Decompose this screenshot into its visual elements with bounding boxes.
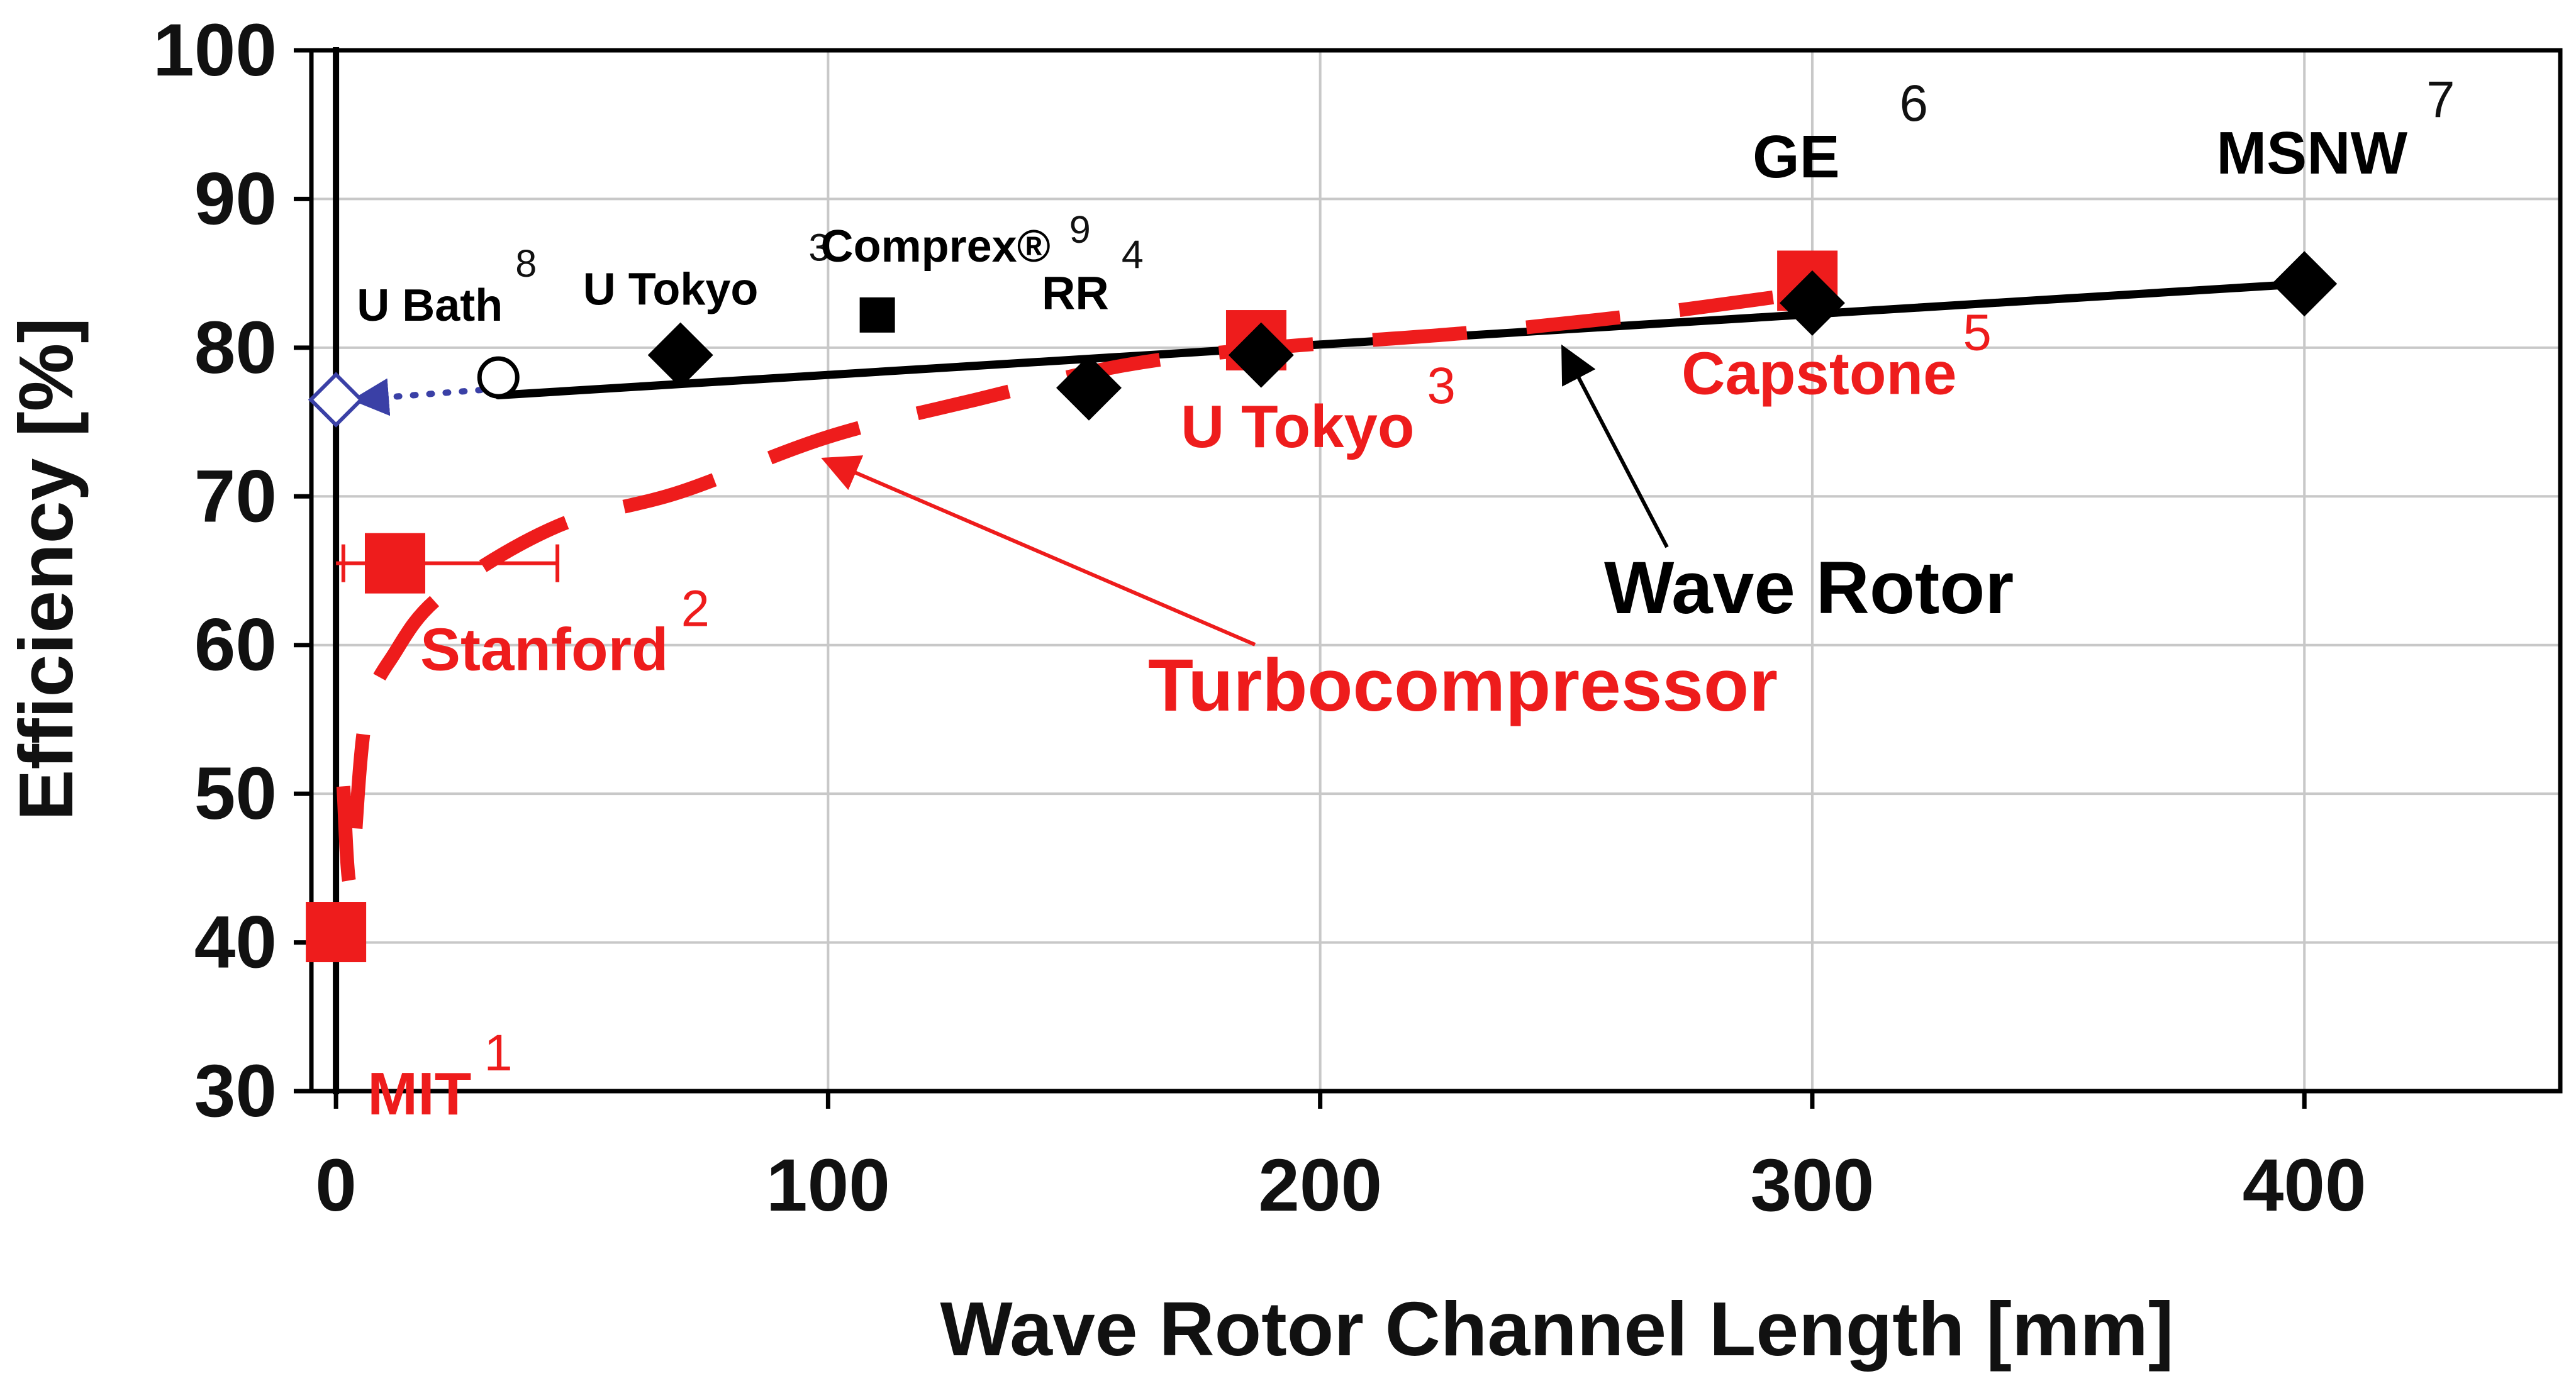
wave-rotor-point (1228, 322, 1294, 388)
x-axis-title: Wave Rotor Channel Length [mm] (940, 1286, 2173, 1372)
wave-rotor-callout: Wave Rotor (1604, 547, 2014, 630)
wave-rotor-point (1779, 270, 1845, 336)
gridlines (311, 49, 2560, 1091)
point-ref-number: 2 (681, 580, 710, 638)
x-tick-label: 300 (1750, 1144, 1874, 1227)
turbocompressor-callout: Turbocompressor (1148, 644, 1778, 727)
point-label: U Tokyo (583, 265, 759, 315)
point-label: U Tokyo (1181, 393, 1415, 460)
u-bath-extrapolation-arrow (351, 378, 484, 416)
point-label: Comprex® (821, 221, 1051, 272)
wave-rotor-point (647, 322, 713, 388)
point-ref-number: 5 (1963, 304, 1992, 361)
comprex-point (859, 297, 895, 333)
y-tick-label: 50 (194, 752, 277, 835)
x-tick-label: 400 (2243, 1144, 2367, 1227)
u-bath-point (477, 356, 520, 399)
point-label: MIT (367, 1060, 471, 1128)
x-tick-label: 200 (1258, 1144, 1382, 1227)
turbocompressor-trend-line (336, 286, 1809, 891)
y-tick-label: 70 (194, 455, 277, 538)
point-ref-number: 1 (484, 1024, 512, 1082)
u-bath-extrapolated-point (308, 372, 364, 428)
point-ref-number: 6 (1900, 75, 1928, 132)
y-tick-label: 80 (194, 306, 277, 389)
y-tick-label: 90 (194, 157, 277, 240)
y-tick-label: 40 (194, 901, 277, 984)
point-ref-number: 8 (515, 242, 537, 285)
turbocompressor-point (306, 902, 367, 963)
point-ref-number: 3 (808, 226, 830, 269)
point-label: GE (1753, 123, 1840, 191)
y-tick-label: 100 (153, 9, 277, 92)
point-ref-number: 4 (1122, 233, 1144, 277)
point-label: MSNW (2216, 119, 2407, 187)
turbocompressor-point (364, 533, 425, 594)
y-axis-title: Efficiency [%] (3, 318, 89, 821)
point-label: Stanford (420, 616, 669, 684)
point-ref-number: 7 (2426, 71, 2455, 128)
y-tick-label: 30 (194, 1050, 277, 1133)
x-tick-label: 100 (766, 1144, 890, 1227)
y-tick-label: 60 (194, 604, 277, 687)
x-tick-label: 0 (315, 1144, 357, 1227)
turbocompressor-callout-arrow (821, 455, 1256, 647)
point-label: U Bath (357, 280, 503, 331)
point-label: Capstone (1681, 340, 1956, 407)
wave-rotor-point (2272, 251, 2338, 317)
point-label: RR (1042, 267, 1109, 319)
point-ref-number: 9 (1069, 208, 1091, 251)
plot-frame (309, 48, 2563, 1094)
wave-rotor-callout-arrow (1561, 344, 1669, 548)
point-ref-number: 3 (1427, 357, 1456, 414)
wave-rotor-point (1056, 355, 1122, 421)
